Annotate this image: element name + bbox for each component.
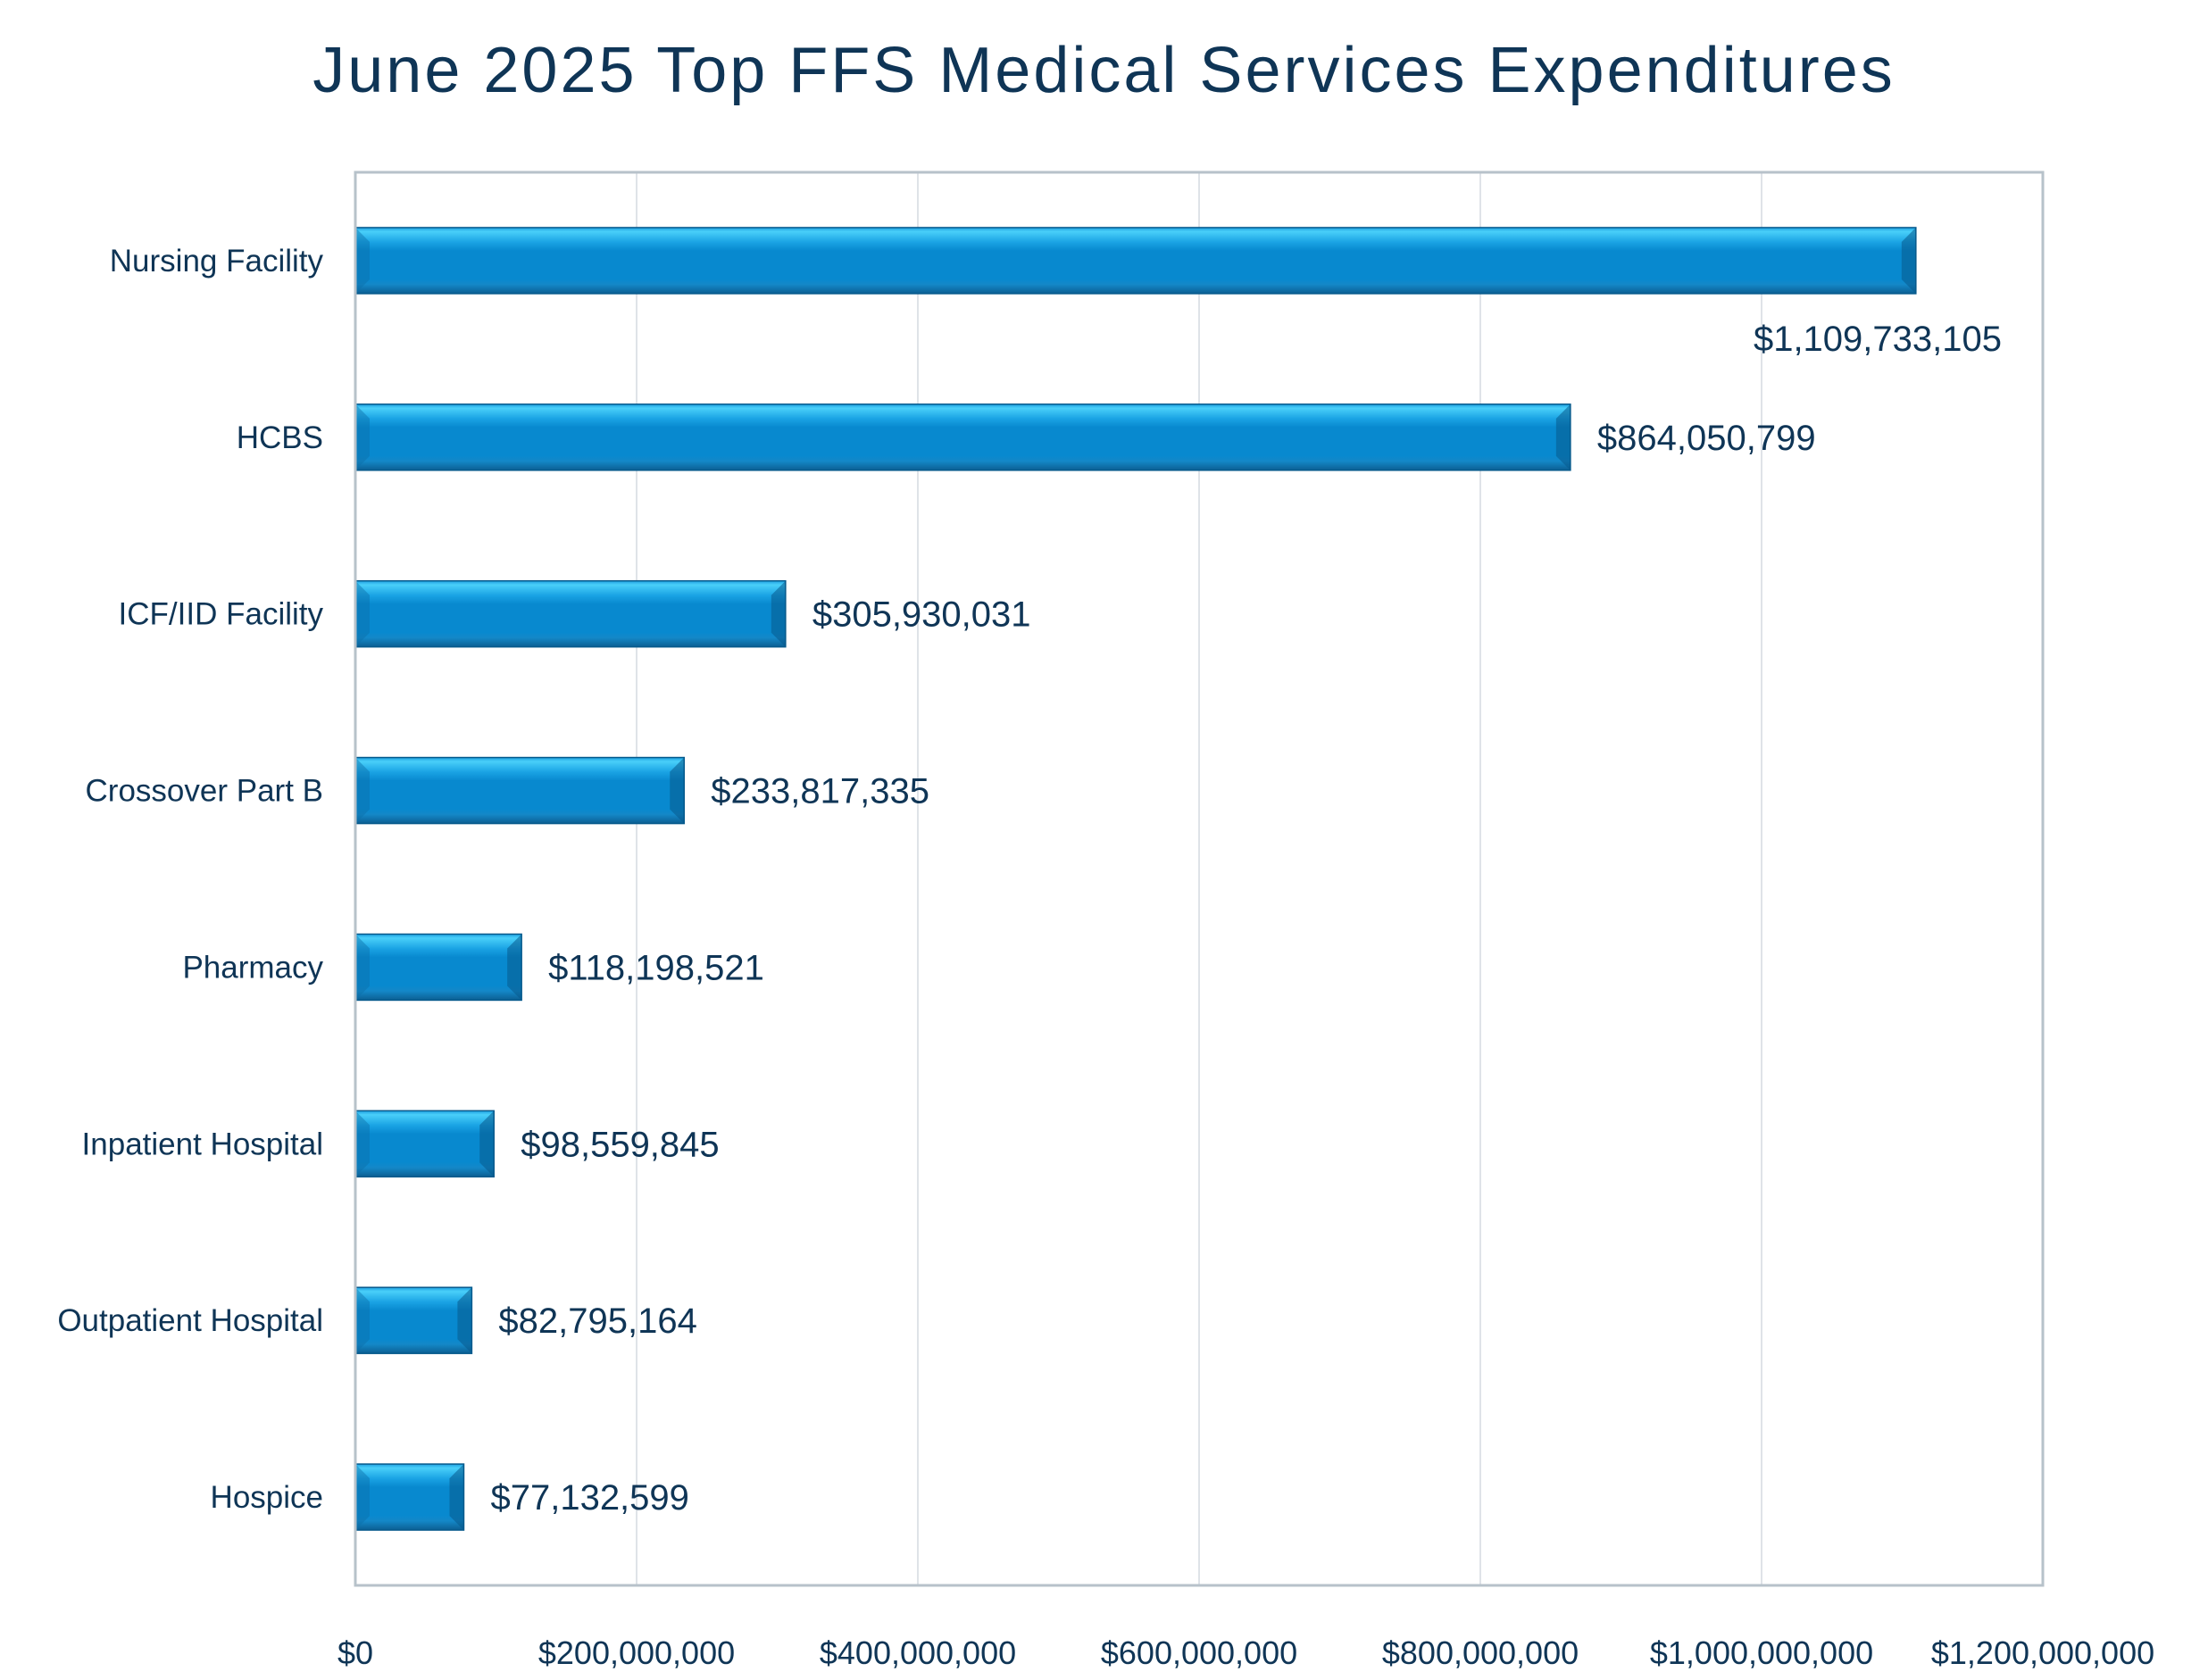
bar bbox=[354, 579, 787, 648]
x-tick-label: $1,000,000,000 bbox=[1650, 1634, 1873, 1671]
data-label: $98,559,845 bbox=[521, 1125, 719, 1164]
x-tick-label: $400,000,000 bbox=[820, 1634, 1016, 1671]
category-label: Outpatient Hospital bbox=[57, 1303, 323, 1338]
gridlines bbox=[636, 172, 1762, 1585]
plot-border bbox=[354, 170, 2045, 1587]
category-label: Inpatient Hospital bbox=[82, 1127, 323, 1161]
bar bbox=[354, 1463, 465, 1531]
x-tick-label: $0 bbox=[337, 1634, 373, 1671]
category-labels: Nursing Facility HCBS ICF/IID Facility Cros… bbox=[57, 244, 323, 1515]
x-tick-label: $1,200,000,000 bbox=[1931, 1634, 2154, 1671]
x-tick-label: $200,000,000 bbox=[538, 1634, 735, 1671]
data-label: $233,817,335 bbox=[711, 772, 929, 811]
x-tick-label: $600,000,000 bbox=[1101, 1634, 1297, 1671]
x-axis-tick-labels: $0 $200,000,000 $400,000,000 $600,000,000 $8… bbox=[337, 1634, 2154, 1671]
data-label: $305,930,031 bbox=[812, 595, 1031, 635]
category-label: Nursing Facility bbox=[110, 244, 324, 279]
bar bbox=[354, 1286, 473, 1354]
chart-title: June 2025 Top FFS Medical Services Expen… bbox=[312, 35, 1896, 106]
data-label: $77,132,599 bbox=[490, 1478, 688, 1518]
category-label: HCBS bbox=[237, 420, 323, 455]
data-label: $82,795,164 bbox=[498, 1302, 696, 1341]
bar bbox=[354, 756, 686, 825]
data-label: $1,109,733,105 bbox=[1754, 320, 2002, 359]
data-labels: $1,109,733,105 $864,050,799 $305,930,031 $2… bbox=[490, 320, 2002, 1518]
data-label: $118,198,521 bbox=[548, 948, 764, 987]
x-tick-label: $800,000,000 bbox=[1382, 1634, 1579, 1671]
category-label: Crossover Part B bbox=[86, 774, 323, 809]
bar bbox=[354, 227, 1917, 295]
category-label: Hospice bbox=[211, 1480, 323, 1515]
bar bbox=[354, 403, 1571, 471]
plot-frame bbox=[354, 170, 2045, 1587]
category-label: ICF/IID Facility bbox=[119, 597, 324, 632]
category-label: Pharmacy bbox=[182, 950, 323, 985]
data-label: $864,050,799 bbox=[1597, 419, 1816, 458]
bar bbox=[354, 933, 522, 1002]
bars bbox=[354, 227, 1917, 1531]
bar bbox=[354, 1110, 495, 1178]
